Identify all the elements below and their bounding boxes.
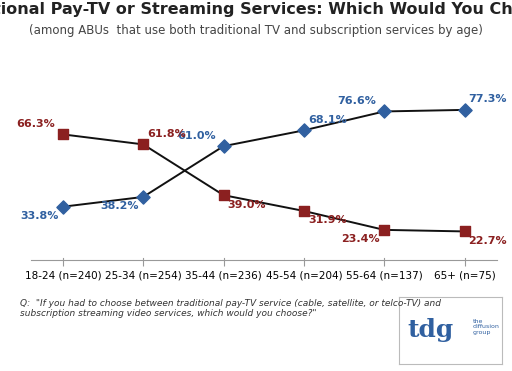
Point (300, 208, 308, 214)
Point (460, 229, 468, 234)
Text: tdg: tdg (407, 318, 453, 342)
Point (59, 131, 67, 137)
Point (220, 143, 228, 149)
Point (380, 227, 388, 233)
Point (380, 108, 388, 114)
Point (59, 204, 67, 210)
Text: 38.2%: 38.2% (101, 201, 139, 211)
Text: 68.1%: 68.1% (308, 115, 347, 125)
Text: 66.3%: 66.3% (16, 119, 55, 129)
Text: 76.6%: 76.6% (337, 96, 376, 106)
Point (460, 107, 468, 113)
Text: 61.0%: 61.0% (177, 131, 216, 141)
Point (300, 127, 308, 133)
Text: 31.9%: 31.9% (308, 216, 347, 226)
Point (139, 141, 147, 147)
Text: the
diffusion
group: the diffusion group (473, 319, 500, 335)
Text: Traditional Pay-TV or Streaming Services: Which Would You Choose?: Traditional Pay-TV or Streaming Services… (0, 2, 512, 17)
Text: 33.8%: 33.8% (20, 211, 59, 221)
Point (220, 192, 228, 198)
Text: 77.3%: 77.3% (468, 94, 507, 104)
Text: 22.7%: 22.7% (468, 236, 507, 246)
Text: (among ABUs  that use both traditional TV and subscription services by age): (among ABUs that use both traditional TV… (29, 24, 483, 37)
Text: Q:  "If you had to choose between traditional pay-TV service (cable, satellite, : Q: "If you had to choose between traditi… (20, 299, 441, 318)
Point (139, 194, 147, 200)
Text: 39.0%: 39.0% (227, 200, 266, 210)
Text: 23.4%: 23.4% (342, 234, 380, 244)
Text: 61.8%: 61.8% (147, 129, 186, 139)
